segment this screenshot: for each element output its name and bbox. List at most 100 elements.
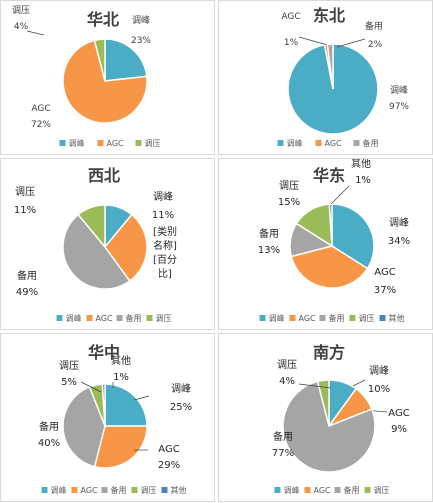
chart-title: 华东 — [313, 166, 345, 185]
legend-label: 备用 — [126, 313, 142, 323]
legend-label: AGC — [96, 314, 114, 323]
slice-percent-label: 4% — [279, 376, 295, 387]
pie-slice-调压 — [316, 379, 330, 427]
slice-name-label: 调峰 — [171, 383, 191, 395]
slice-percent-label: 97% — [389, 102, 409, 112]
legend-swatch — [86, 315, 93, 321]
legend-label: 调压 — [145, 139, 161, 148]
legend-swatch — [353, 140, 360, 146]
slice-category-label: 名称] — [153, 239, 177, 252]
chart-title: 华中 — [88, 343, 120, 362]
legend-swatch — [56, 315, 63, 321]
slice-name-label: 备用 — [39, 420, 59, 433]
pie-slice-AGC — [290, 245, 369, 289]
legend-label: 调峰 — [284, 485, 300, 495]
slice-name-label: 调峰 — [132, 15, 150, 26]
slice-name-label: AGC — [158, 444, 179, 455]
pie-slice-备用 — [282, 380, 376, 473]
pie-panel-4: 华东 调峰 34% AGC 37% 备用 13% 调压 15% 其他 1% 调峰 AGC 备用 调压 其他 — [218, 158, 433, 330]
legend-label: 调峰 — [269, 313, 285, 323]
slice-percent-label: 40% — [38, 438, 60, 449]
chart-title: 西北 — [88, 166, 120, 185]
slice-name-label: 调压 — [15, 186, 35, 198]
pie-slice-其他 — [328, 203, 333, 247]
legend-label: 调压 — [359, 314, 375, 323]
leader-line — [298, 36, 332, 47]
legend-swatch — [315, 140, 322, 146]
slice-name-label: AGC — [281, 12, 300, 22]
pie-slice-备用 — [326, 43, 334, 90]
slice-name-label: 备用 — [17, 269, 37, 282]
slice-name-label: 调峰 — [369, 365, 389, 377]
slice-percent-label: 5% — [61, 377, 77, 388]
chart-title: 东北 — [313, 6, 345, 25]
slice-percent-label: [百分 — [153, 254, 177, 266]
legend-swatch — [277, 140, 284, 146]
legend-swatch — [101, 487, 108, 493]
slice-name-label: 调峰 — [389, 217, 409, 229]
leader-line — [336, 38, 366, 48]
legend-label: 备用 — [329, 313, 345, 323]
slice-percent-label: 1% — [355, 175, 371, 186]
slice-percent-label: 10% — [368, 384, 390, 395]
slice-name-label: 调压 — [277, 359, 297, 371]
slice-category-label: [类别 — [153, 225, 177, 238]
pie-slice-调峰 — [104, 38, 148, 82]
legend-label: AGC — [325, 139, 343, 148]
legend-label: 调峰 — [287, 138, 303, 148]
legend-label: 调峰 — [51, 485, 67, 495]
leader-line — [298, 383, 332, 389]
legend-swatch — [71, 487, 78, 493]
slice-percent-label: 1% — [113, 372, 129, 383]
legend-swatch — [319, 315, 326, 321]
pie-slice-AGC — [62, 39, 148, 124]
legend-label: AGC — [299, 314, 317, 323]
leader-line — [26, 30, 45, 36]
legend-label: 其他 — [171, 485, 187, 495]
slice-percent-label: 77% — [272, 448, 294, 459]
legend-swatch — [131, 487, 138, 493]
leader-line — [330, 185, 350, 205]
pie-slice-备用 — [62, 385, 106, 468]
slice-name-label: 调峰 — [153, 191, 173, 203]
legend-swatch — [41, 487, 48, 493]
legend-swatch — [304, 487, 311, 493]
slice-name-label: 调压 — [12, 5, 30, 16]
slice-name-label: 备用 — [365, 20, 383, 32]
slice-name-label: 其他 — [111, 354, 131, 367]
slice-percent-label: 49% — [16, 287, 38, 298]
legend-swatch — [116, 315, 123, 321]
legend-swatch — [349, 315, 356, 321]
slice-percent-label: 2% — [368, 40, 383, 50]
slice-percent-label: 13% — [258, 245, 280, 256]
slice-name-label: AGC — [388, 408, 409, 419]
legend-swatch — [135, 140, 142, 146]
slice-name-label: 调压 — [279, 180, 299, 192]
legend-swatch — [364, 487, 371, 493]
legend-swatch — [289, 315, 296, 321]
pie-slice-调压 — [77, 204, 106, 250]
legend-swatch — [59, 140, 66, 146]
pie-panel-6: 南方 调峰 10% AGC 9% 备用 77% 调压 4% 调峰 AGC 备用 调压 — [218, 333, 433, 502]
legend-swatch — [97, 140, 104, 146]
legend-swatch — [146, 315, 153, 321]
pie-panel-1: 华北 调峰 23% AGC 72% 调压 4% 调峰 AGC 调压 — [0, 0, 215, 155]
slice-percent-label: 29% — [158, 460, 180, 471]
slice-name-label: 备用 — [259, 227, 279, 240]
legend-label: 调峰 — [66, 313, 82, 323]
chart-title: 南方 — [313, 343, 345, 362]
pie-slice-调压 — [93, 38, 106, 82]
pie-panel-2: 东北 调峰 97% AGC 1% 备用 2% 调峰 AGC 备用 — [218, 0, 433, 155]
slice-name-label: AGC — [31, 104, 50, 114]
legend-label: 备用 — [344, 485, 360, 495]
slice-percent-label: 9% — [391, 424, 407, 435]
slice-percent-label: 1% — [284, 38, 299, 48]
legend-swatch — [379, 315, 386, 321]
legend-swatch — [161, 487, 168, 493]
slice-name-label: 调压 — [59, 360, 79, 372]
legend-swatch — [334, 487, 341, 493]
